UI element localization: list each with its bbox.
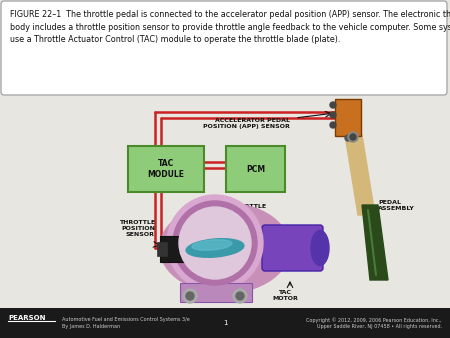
FancyBboxPatch shape [335,99,361,136]
Text: ACCELERATOR PEDAL
POSITION (APP) SENSOR: ACCELERATOR PEDAL POSITION (APP) SENSOR [203,118,290,129]
Text: THROTTLE
BLADE: THROTTLE BLADE [230,204,266,215]
Circle shape [236,292,244,300]
Text: 1: 1 [223,320,227,326]
Text: TAC
MODULE: TAC MODULE [148,159,184,179]
Circle shape [330,122,336,128]
Circle shape [330,112,336,118]
FancyBboxPatch shape [128,146,204,192]
FancyBboxPatch shape [160,236,184,262]
Ellipse shape [311,231,329,266]
Text: PCM: PCM [246,165,265,173]
Circle shape [345,135,351,141]
FancyBboxPatch shape [1,1,447,95]
Circle shape [233,289,247,303]
FancyBboxPatch shape [226,146,285,192]
FancyBboxPatch shape [262,225,323,271]
Circle shape [183,289,197,303]
Circle shape [167,195,263,291]
FancyBboxPatch shape [157,242,167,256]
Text: THROTTLE
POSITION
SENSOR: THROTTLE POSITION SENSOR [119,220,155,237]
Circle shape [173,201,257,285]
Ellipse shape [192,240,232,250]
Circle shape [330,102,336,108]
Polygon shape [345,135,375,215]
Circle shape [350,134,356,140]
Bar [0,308,450,338]
Text: TAC
MOTOR: TAC MOTOR [272,290,298,301]
Text: Copyright © 2012, 2009, 2006 Pearson Education, Inc.,
Upper Saddle River, NJ 074: Copyright © 2012, 2009, 2006 Pearson Edu… [306,317,442,329]
Circle shape [186,292,194,300]
Text: FIGURE 22–1  The throttle pedal is connected to the accelerator pedal position (: FIGURE 22–1 The throttle pedal is connec… [10,10,450,44]
Polygon shape [362,205,388,280]
FancyBboxPatch shape [180,283,252,302]
Circle shape [179,207,251,279]
Text: Automotive Fuel and Emissions Control Systems 3/e
By James D. Halderman: Automotive Fuel and Emissions Control Sy… [62,317,190,329]
Text: PEARSON: PEARSON [8,315,45,321]
Circle shape [348,132,358,142]
Ellipse shape [160,203,290,293]
Ellipse shape [186,239,244,257]
Text: PEDAL
ASSEMBLY: PEDAL ASSEMBLY [378,200,415,211]
